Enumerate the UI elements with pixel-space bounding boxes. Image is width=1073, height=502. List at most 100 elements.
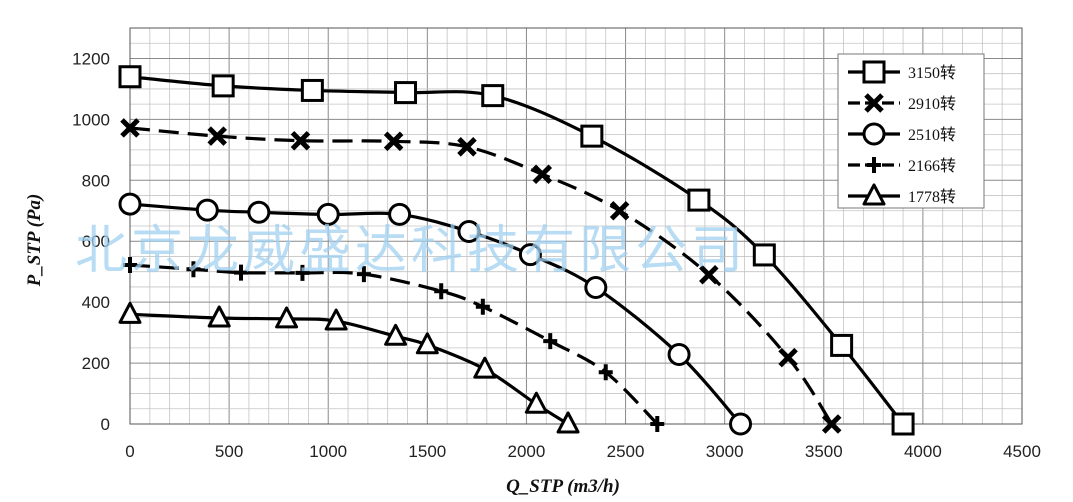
y-tick-label: 800 — [82, 171, 110, 190]
data-point — [830, 333, 854, 357]
x-tick-label: 2500 — [607, 442, 645, 461]
data-point — [118, 301, 142, 324]
data-point — [457, 219, 481, 243]
legend-label: 3150转 — [908, 64, 956, 82]
data-point — [524, 391, 548, 414]
data-point — [457, 137, 477, 157]
x-axis-label: Q_STP (m3/h) — [506, 476, 620, 497]
data-point — [687, 188, 711, 212]
data-point — [384, 323, 408, 346]
data-point — [609, 201, 630, 221]
watermark: 北京龙威盛达科技有限公司 — [75, 221, 747, 281]
legend-marker — [862, 60, 886, 84]
data-point — [891, 412, 915, 436]
y-tick-label: 0 — [101, 415, 110, 434]
legend-marker — [867, 157, 881, 173]
legend-item: 2910转 — [848, 93, 956, 113]
y-tick-label: 400 — [82, 293, 110, 312]
data-point — [123, 256, 137, 273]
data-point — [475, 298, 490, 315]
legend-label: 1778转 — [908, 188, 956, 206]
data-point — [752, 243, 776, 267]
data-point — [316, 202, 340, 226]
data-point — [394, 81, 418, 105]
data-point — [532, 164, 553, 184]
x-tick-label: 3500 — [805, 442, 843, 461]
data-point — [481, 84, 505, 108]
y-tick-label: 600 — [82, 232, 110, 251]
x-tick-label: 4000 — [904, 442, 942, 461]
data-point — [118, 192, 142, 216]
x-tick-label: 500 — [215, 442, 243, 461]
x-tick-label: 0 — [125, 442, 134, 461]
y-tick-label: 1200 — [72, 49, 110, 68]
series-line — [129, 202, 742, 426]
series-line — [129, 126, 834, 425]
x-tick-label: 3000 — [706, 442, 744, 461]
data-point — [821, 414, 842, 434]
data-point — [598, 364, 613, 381]
data-point — [290, 130, 311, 151]
x-tick-label: 4500 — [1003, 442, 1041, 461]
data-point — [699, 264, 719, 285]
series-2 — [120, 118, 842, 434]
series-1 — [118, 65, 915, 436]
data-point — [388, 202, 412, 226]
series-4 — [123, 256, 665, 432]
series-line — [129, 312, 569, 426]
series-line — [129, 263, 659, 426]
legend-label: 2166转 — [908, 157, 956, 175]
legend-label: 2910转 — [908, 95, 956, 113]
data-point — [650, 416, 665, 432]
series-3 — [118, 192, 753, 436]
data-point — [234, 264, 249, 281]
legend: 3150转 2910转 2510转 2166转 1778转 — [837, 53, 985, 209]
legend-marker — [864, 93, 884, 113]
data-point — [207, 305, 231, 328]
y-axis-label: P_STP (Pa) — [24, 194, 45, 288]
legend-marker — [862, 122, 886, 146]
ticks: 0 500 1000 1500 2000 2500 3000 3500 4000 4500 0 200… — [72, 49, 1041, 461]
data-point — [667, 343, 691, 367]
data-point — [518, 243, 542, 267]
data-point — [383, 131, 404, 152]
data-point — [295, 264, 310, 281]
data-point — [186, 261, 201, 278]
data-point — [118, 65, 142, 89]
data-point — [207, 126, 227, 146]
data-point — [556, 411, 580, 434]
data-point — [729, 412, 753, 436]
legend-item: 2166转 — [848, 157, 956, 175]
y-tick-label: 200 — [82, 354, 110, 373]
x-tick-label: 2000 — [508, 442, 546, 461]
data-point — [473, 356, 497, 379]
series-layer — [118, 65, 915, 436]
data-point — [247, 200, 271, 224]
data-point — [356, 266, 371, 283]
data-point — [543, 333, 558, 350]
data-point — [300, 78, 324, 102]
legend-item: 2510转 — [848, 122, 956, 146]
data-point — [120, 118, 140, 138]
plot-frame — [129, 27, 1023, 425]
data-point — [584, 276, 608, 300]
data-point — [195, 198, 219, 222]
y-tick-label: 1000 — [72, 110, 110, 129]
data-point — [324, 308, 348, 331]
legend-box — [837, 53, 985, 209]
data-point — [275, 306, 299, 329]
series-5 — [118, 301, 580, 434]
data-point — [778, 347, 798, 368]
x-tick-label: 1000 — [309, 442, 347, 461]
legend-label: 2510转 — [908, 126, 956, 144]
series-line — [129, 75, 905, 425]
data-point — [434, 283, 449, 300]
legend-item: 1778转 — [848, 183, 956, 206]
data-point — [211, 74, 235, 98]
legend-item: 3150转 — [848, 60, 956, 84]
data-point — [415, 332, 439, 355]
data-point — [580, 124, 604, 148]
x-tick-label: 1500 — [408, 442, 446, 461]
legend-marker — [862, 183, 886, 206]
